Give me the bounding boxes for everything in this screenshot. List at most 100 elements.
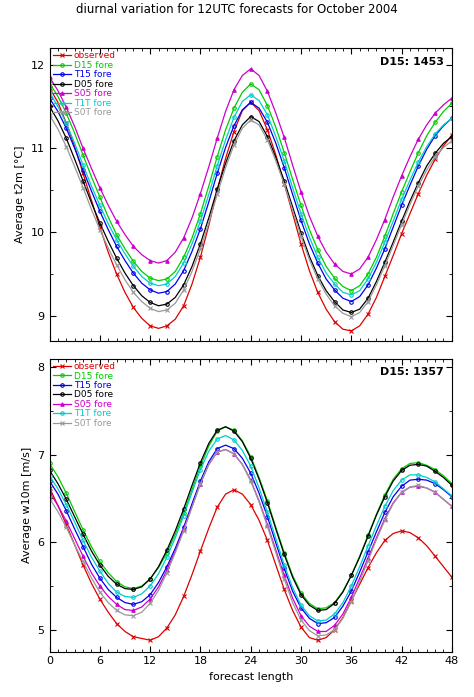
D15 fore — [332, 599, 337, 607]
D05 fore — [198, 240, 203, 248]
T15 fore — [307, 614, 312, 622]
S0T fore — [80, 183, 86, 192]
S0T fore — [139, 608, 145, 616]
D15 fore — [80, 151, 86, 159]
S05 fore — [189, 502, 195, 510]
S05 fore — [89, 164, 94, 173]
S0T fore — [273, 157, 279, 165]
S0T fore — [130, 288, 136, 296]
D05 fore — [114, 254, 119, 262]
D15 fore — [256, 473, 262, 482]
T15 fore — [256, 104, 262, 112]
D15 fore — [114, 577, 119, 585]
S05 fore — [164, 566, 170, 574]
D15 fore — [449, 99, 455, 107]
S05 fore — [307, 622, 312, 630]
S05 fore — [441, 100, 447, 109]
T15 fore — [298, 604, 304, 612]
observed — [282, 585, 287, 594]
T1T fore — [332, 610, 337, 618]
S0T fore — [416, 182, 421, 190]
D15 fore — [307, 599, 312, 608]
S05 fore — [130, 242, 136, 250]
observed — [332, 625, 337, 634]
S0T fore — [348, 312, 354, 321]
S05 fore — [80, 552, 86, 560]
T1T fore — [441, 121, 447, 129]
observed — [264, 536, 270, 544]
D15 fore — [164, 275, 170, 283]
S05 fore — [72, 123, 78, 131]
T1T fore — [374, 521, 379, 530]
T1T fore — [340, 599, 346, 607]
T1T fore — [391, 217, 396, 225]
D05 fore — [432, 467, 438, 475]
observed — [72, 541, 78, 549]
S0T fore — [214, 190, 220, 199]
D15 fore — [424, 132, 429, 140]
T15 fore — [348, 298, 354, 306]
observed — [432, 155, 438, 163]
S0T fore — [399, 220, 404, 229]
S0T fore — [64, 142, 69, 151]
T15 fore — [307, 240, 312, 248]
T15 fore — [122, 599, 128, 607]
S05 fore — [248, 65, 254, 73]
D15 fore — [432, 466, 438, 474]
observed — [256, 107, 262, 115]
D15 fore — [441, 472, 447, 480]
T1T fore — [323, 269, 329, 277]
D05 fore — [332, 599, 337, 608]
S0T fore — [290, 206, 295, 215]
T1T fore — [55, 484, 61, 493]
T15 fore — [357, 292, 363, 300]
S05 fore — [449, 94, 455, 102]
T15 fore — [105, 585, 111, 594]
Line: S05 fore: S05 fore — [48, 447, 454, 633]
D05 fore — [173, 527, 178, 535]
observed — [147, 322, 153, 330]
T1T fore — [173, 534, 178, 542]
Y-axis label: Average t2m [°C]: Average t2m [°C] — [15, 146, 25, 243]
D05 fore — [130, 282, 136, 290]
D15 fore — [374, 253, 379, 261]
observed — [231, 128, 237, 136]
D15 fore — [173, 530, 178, 539]
T1T fore — [80, 536, 86, 544]
observed — [214, 186, 220, 194]
S0T fore — [55, 507, 61, 516]
S0T fore — [374, 535, 379, 544]
S0T fore — [248, 116, 254, 124]
D05 fore — [122, 269, 128, 277]
S05 fore — [206, 460, 212, 468]
T1T fore — [298, 601, 304, 609]
observed — [164, 322, 170, 330]
S05 fore — [449, 502, 455, 510]
S05 fore — [432, 488, 438, 496]
D05 fore — [89, 199, 94, 207]
T1T fore — [122, 250, 128, 258]
S0T fore — [449, 137, 455, 145]
S05 fore — [80, 144, 86, 153]
S0T fore — [264, 136, 270, 144]
S0T fore — [114, 606, 119, 615]
D05 fore — [189, 262, 195, 270]
T1T fore — [206, 190, 212, 199]
S0T fore — [424, 484, 429, 492]
S0T fore — [89, 574, 94, 582]
Line: T1T fore: T1T fore — [48, 434, 454, 622]
T1T fore — [407, 176, 413, 185]
D05 fore — [105, 572, 111, 581]
S05 fore — [89, 569, 94, 577]
S05 fore — [139, 250, 145, 259]
T1T fore — [97, 567, 103, 575]
D05 fore — [340, 306, 346, 314]
observed — [105, 248, 111, 256]
T1T fore — [97, 201, 103, 210]
D05 fore — [357, 305, 363, 314]
S0T fore — [307, 256, 312, 264]
D05 fore — [416, 460, 421, 468]
Line: D05 fore: D05 fore — [48, 425, 454, 612]
D05 fore — [424, 162, 429, 170]
observed — [298, 240, 304, 248]
